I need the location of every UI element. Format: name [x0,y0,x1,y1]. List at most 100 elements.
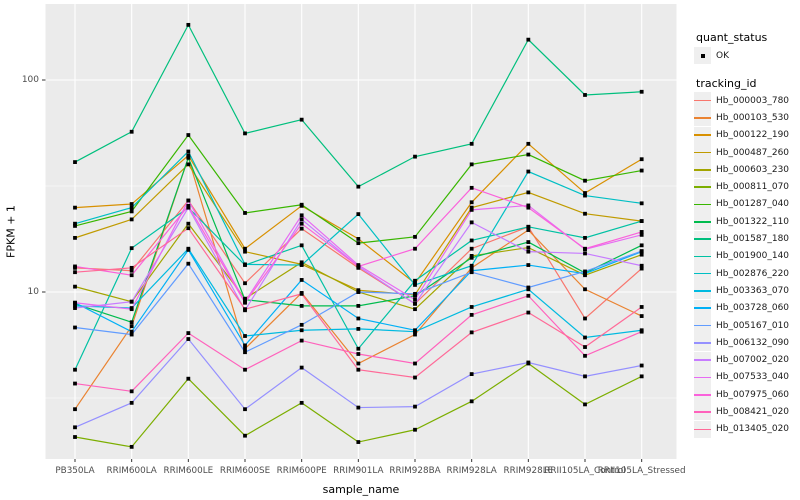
legend-key [694,126,711,144]
data-point-marker [469,185,474,190]
data-point-marker [186,337,191,341]
legend-item[interactable]: Hb_000603_230 [694,161,800,179]
data-point-marker [639,329,644,334]
legend-line-swatch-icon [694,428,711,431]
data-point-marker [583,271,587,276]
data-point-marker [243,211,247,215]
data-point-marker [526,240,531,244]
data-point-marker [356,237,361,241]
legend-line-swatch-icon [694,272,711,275]
legend-item[interactable]: Hb_000487_260 [694,144,800,162]
data-point-marker [583,402,587,407]
legend-key [694,92,711,110]
data-point-marker [526,205,531,210]
legend-key [694,299,711,317]
data-point-marker [639,263,644,268]
data-point-marker [413,301,417,306]
data-point-marker [413,404,417,409]
data-point-marker [413,307,417,312]
data-point-marker [583,251,587,256]
data-point-marker [469,200,474,205]
data-point-marker [129,329,134,334]
data-point-marker [186,198,191,203]
legend-item-label: Hb_003363_070 [716,285,790,296]
data-point-marker [469,305,474,309]
data-point-marker [73,235,77,240]
data-point-marker [299,278,304,282]
data-point-marker [413,246,417,251]
data-point-marker [299,263,304,267]
legend-item[interactable]: Hb_000103_530 [694,109,800,127]
legend-item-label: Hb_001900_140 [716,251,790,262]
legend-item[interactable]: Hb_000003_780 [694,92,800,110]
legend-item-label: Hb_013405_020 [716,424,790,435]
data-point-marker [526,203,531,208]
legend-item[interactable]: Hb_007533_040 [694,368,800,386]
legend-quant-status-title: quant_status [696,31,768,44]
legend-item[interactable]: Hb_007002_020 [694,351,800,369]
data-point-marker [243,297,247,302]
legend-item-label: Hb_000122_190 [716,130,790,141]
legend-item[interactable]: Hb_000811_070 [694,178,800,196]
data-point-marker [469,220,474,225]
legend-line-swatch-icon [694,255,711,258]
legend-item-label: Hb_007975_060 [716,389,790,400]
legend-item[interactable]: Hb_001322_110 [694,213,800,231]
data-point-marker [73,224,77,228]
legend-item[interactable]: Hb_001287_040 [694,195,800,213]
data-point-marker [129,246,134,251]
data-point-marker [73,306,77,310]
legend-item[interactable]: Hb_005167_010 [694,317,800,334]
data-point-marker [243,433,247,438]
legend-key [694,195,711,213]
data-point-marker [413,427,417,432]
data-point-marker [469,162,474,167]
data-point-marker [413,297,417,302]
legend-item-label: Hb_000811_070 [716,182,790,193]
legend-item-ok[interactable]: OK [694,47,800,64]
data-point-marker [583,269,587,274]
data-point-marker [356,241,361,246]
data-point-marker [299,213,304,218]
data-point-marker [413,234,417,239]
legend-item[interactable]: Hb_006132_090 [694,334,800,352]
data-point-marker [356,316,361,321]
x-tick-label: PB350LA [55,466,95,476]
data-point-marker [129,389,134,394]
data-point-marker [469,141,474,146]
data-point-marker [469,263,474,268]
legend-key [694,334,711,352]
legend-key [694,265,711,283]
data-point-marker [639,363,644,368]
y-tick-label: 10 [27,286,39,297]
legend-item[interactable]: Hb_003728_060 [694,299,800,317]
data-point-marker [356,303,361,308]
data-point-marker [73,435,77,439]
data-point-marker [526,310,531,315]
data-point-marker [526,360,531,365]
data-point-marker [469,330,474,335]
legend-tracking-id-title: tracking_id [696,77,757,90]
legend-line-swatch-icon [694,307,711,310]
data-point-marker [243,281,247,286]
data-point-marker [526,263,531,267]
data-point-marker [129,307,134,312]
legend-item[interactable]: Hb_013405_020 [694,420,800,438]
legend-line-swatch-icon [694,220,711,223]
legend-item[interactable]: Hb_000122_190 [694,126,800,144]
legend-item[interactable]: Hb_008421_020 [694,403,800,421]
data-point-marker [243,334,247,338]
data-point-marker [186,226,191,231]
legend-item[interactable]: Hb_002876_220 [694,265,800,283]
legend-tracking-id-items: Hb_000003_780 Hb_000103_530 Hb_000122_190 H… [694,92,800,438]
data-point-marker [469,372,474,376]
legend-item[interactable]: Hb_001587_180 [694,230,800,248]
data-point-marker [129,320,134,325]
data-point-marker [186,203,191,208]
legend-item[interactable]: Hb_001900_140 [694,247,800,265]
data-point-marker [186,261,191,266]
legend-key [694,317,711,334]
legend-item[interactable]: Hb_003363_070 [694,282,800,300]
legend-item[interactable]: Hb_007975_060 [694,386,800,404]
